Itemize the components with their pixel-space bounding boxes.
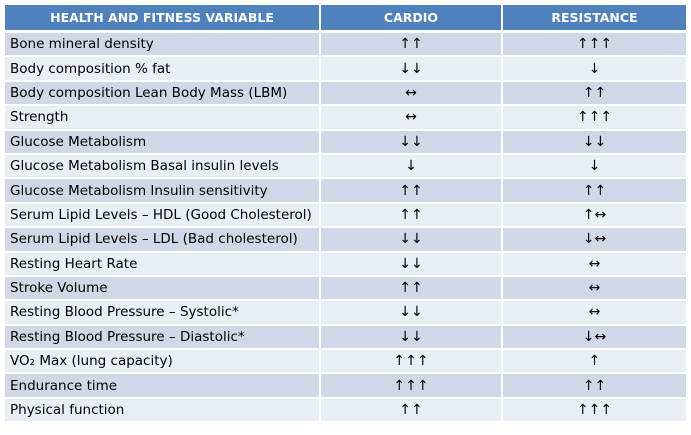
variable-cell: Glucose Metabolism Insulin sensitivity — [5, 179, 321, 204]
variable-cell: Serum Lipid Levels – HDL (Good Cholester… — [5, 203, 321, 229]
variable-cell: Resting Blood Pressure – Systolic* — [5, 301, 321, 326]
table-row: Serum Lipid Levels – LDL (Bad cholestero… — [5, 228, 686, 253]
variable-cell: Body composition Lean Body Mass (LBM) — [5, 81, 321, 107]
table-row: Body composition % fat ↓↓ ↓ — [5, 57, 686, 82]
cardio-effect-cell: ↑↑ — [321, 398, 503, 424]
cardio-effect-cell: ↓↓ — [321, 130, 503, 155]
resistance-effect-cell: ↑↔ — [503, 203, 686, 229]
table-row: Resting Blood Pressure – Diastolic* ↓↓ ↓↔ — [5, 325, 686, 351]
table-row: Glucose Metabolism Insulin sensitivity ↑↑… — [5, 179, 686, 204]
header-cardio: CARDIO — [321, 5, 503, 33]
variable-cell: Strength — [5, 106, 321, 131]
cardio-effect-cell: ↑↑ — [321, 179, 503, 204]
table-row: Strength ↔ ↑↑↑ — [5, 106, 686, 131]
resistance-effect-cell: ↑↑ — [503, 374, 686, 399]
cardio-effect-cell: ↑↑↑ — [321, 374, 503, 399]
comparison-table-container: HEALTH AND FITNESS VARIABLE CARDIO RESIS… — [5, 5, 686, 424]
variable-cell: Body composition % fat — [5, 57, 321, 82]
table-row: Stroke Volume ↑↑ ↔ — [5, 276, 686, 302]
variable-cell: Serum Lipid Levels – LDL (Bad cholestero… — [5, 228, 321, 253]
resistance-effect-cell: ↓↔ — [503, 228, 686, 253]
table-row: Endurance time ↑↑↑ ↑↑ — [5, 374, 686, 399]
resistance-effect-cell: ↑↑↑ — [503, 33, 686, 58]
cardio-effect-cell: ↑↑↑ — [321, 350, 503, 375]
table-row: Bone mineral density ↑↑ ↑↑↑ — [5, 33, 686, 58]
cardio-effect-cell: ↓↓ — [321, 325, 503, 351]
resistance-effect-cell: ↔ — [503, 301, 686, 326]
cardio-effect-cell: ↑↑ — [321, 203, 503, 229]
cardio-effect-cell: ↓↓ — [321, 252, 503, 277]
table-row: Physical function ↑↑ ↑↑↑ — [5, 398, 686, 424]
variable-cell: Glucose Metabolism Basal insulin levels — [5, 154, 321, 180]
variable-cell: Endurance time — [5, 374, 321, 399]
table-row: Glucose Metabolism Basal insulin levels ↓… — [5, 154, 686, 180]
variable-cell: VO₂ Max (lung capacity) — [5, 350, 321, 375]
cardio-effect-cell: ↓↓ — [321, 228, 503, 253]
resistance-effect-cell: ↑↑↑ — [503, 398, 686, 424]
table-body: Bone mineral density ↑↑ ↑↑↑ Body compositio… — [5, 33, 686, 424]
variable-cell: Physical function — [5, 398, 321, 424]
header-variable: HEALTH AND FITNESS VARIABLE — [5, 5, 321, 33]
table-row: VO₂ Max (lung capacity) ↑↑↑ ↑ — [5, 350, 686, 375]
table-header-row: HEALTH AND FITNESS VARIABLE CARDIO RESIS… — [5, 5, 686, 33]
cardio-effect-cell: ↓↓ — [321, 301, 503, 326]
cardio-effect-cell: ↔ — [321, 106, 503, 131]
resistance-effect-cell: ↓ — [503, 154, 686, 180]
variable-cell: Resting Blood Pressure – Diastolic* — [5, 325, 321, 351]
resistance-effect-cell: ↑ — [503, 350, 686, 375]
table-row: Serum Lipid Levels – HDL (Good Cholester… — [5, 203, 686, 229]
resistance-effect-cell: ↔ — [503, 252, 686, 277]
table-row: Body composition Lean Body Mass (LBM) ↔ ↑↑ — [5, 81, 686, 107]
variable-cell: Stroke Volume — [5, 276, 321, 302]
variable-cell: Resting Heart Rate — [5, 252, 321, 277]
table-row: Resting Blood Pressure – Systolic* ↓↓ ↔ — [5, 301, 686, 326]
cardio-effect-cell: ↔ — [321, 81, 503, 107]
variable-cell: Glucose Metabolism — [5, 130, 321, 155]
resistance-effect-cell: ↓↓ — [503, 130, 686, 155]
fitness-comparison-table: HEALTH AND FITNESS VARIABLE CARDIO RESIS… — [5, 5, 686, 424]
resistance-effect-cell: ↔ — [503, 276, 686, 302]
resistance-effect-cell: ↓ — [503, 57, 686, 82]
cardio-effect-cell: ↓↓ — [321, 57, 503, 82]
header-resistance: RESISTANCE — [503, 5, 686, 33]
table-row: Resting Heart Rate ↓↓ ↔ — [5, 252, 686, 277]
resistance-effect-cell: ↑↑ — [503, 81, 686, 107]
cardio-effect-cell: ↓ — [321, 154, 503, 180]
cardio-effect-cell: ↑↑ — [321, 276, 503, 302]
resistance-effect-cell: ↑↑ — [503, 179, 686, 204]
table-row: Glucose Metabolism ↓↓ ↓↓ — [5, 130, 686, 155]
cardio-effect-cell: ↑↑ — [321, 33, 503, 58]
resistance-effect-cell: ↓↔ — [503, 325, 686, 351]
variable-cell: Bone mineral density — [5, 33, 321, 58]
resistance-effect-cell: ↑↑↑ — [503, 106, 686, 131]
